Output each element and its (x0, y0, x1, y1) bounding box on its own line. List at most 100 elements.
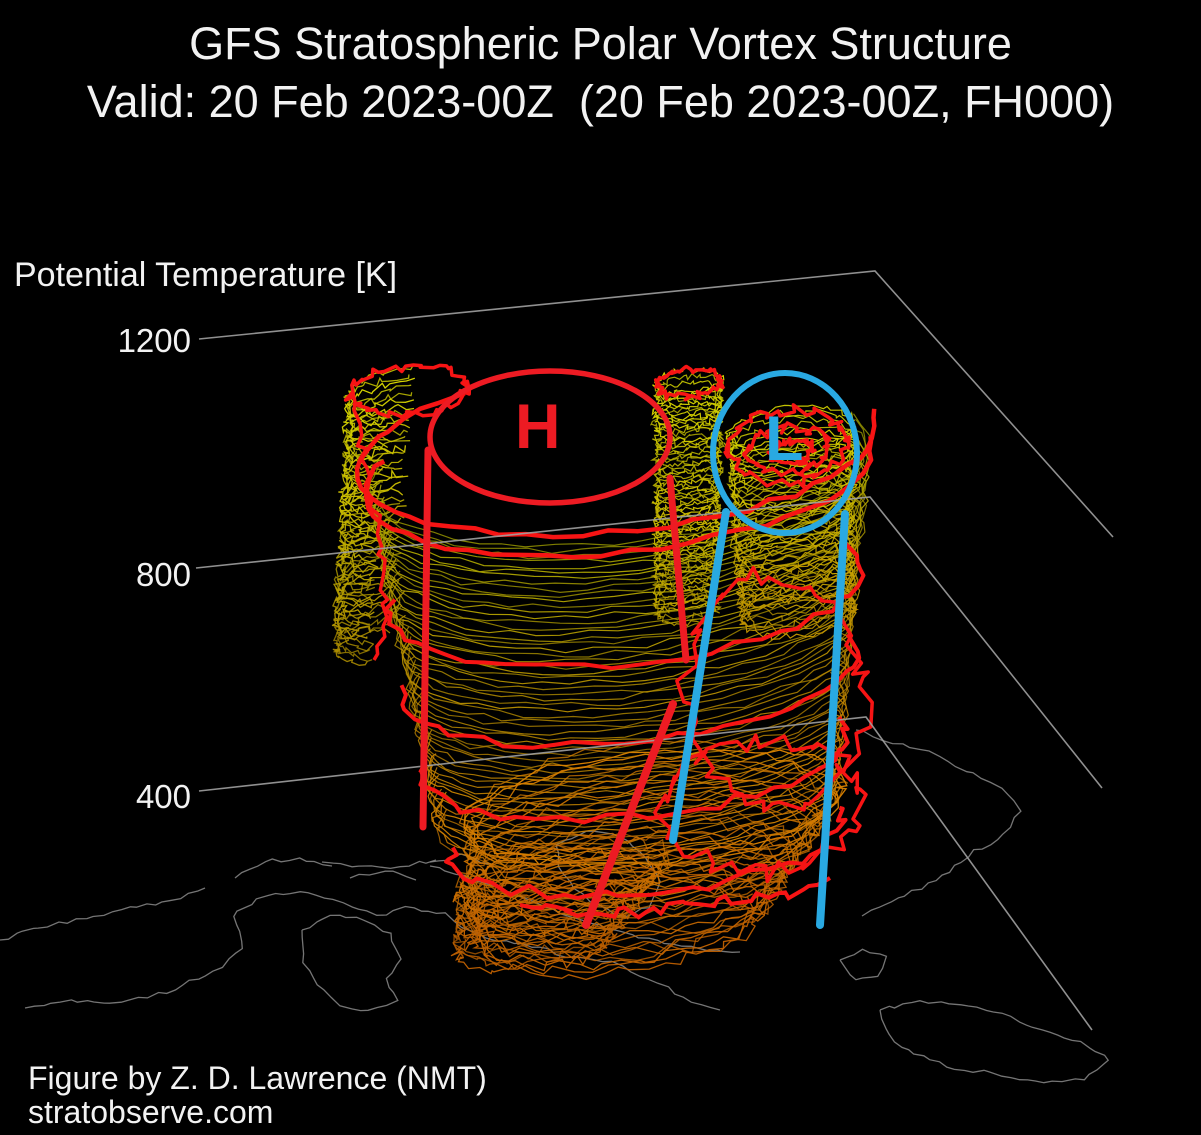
high-pressure-circle (427, 368, 673, 506)
wire-ring-mid-pillar (654, 478, 723, 509)
red-contour-barrel-ring-1 (382, 541, 866, 671)
wire-ring-mid-pillar (652, 531, 721, 562)
wire-ring-left-band (332, 580, 391, 620)
trend-blue-line-left (669, 508, 730, 844)
wire-ring-left-band (333, 623, 396, 662)
coastline-europe-south (879, 1000, 1110, 1084)
wire-ring-right-pillar (736, 557, 856, 604)
wire-ring-left-band (338, 487, 404, 533)
attribution-author: Figure by Z. D. Lawrence (NMT) (28, 1060, 487, 1096)
wire-ring-left-band (332, 615, 397, 655)
wire-ring-right-pillar (724, 404, 857, 453)
wire-ring-mid-pillar (651, 394, 724, 423)
low-pressure-label: L (765, 404, 804, 474)
red-contour-right-mid-blob (653, 733, 868, 884)
wire-ring-mid-pillar (652, 505, 721, 535)
wire-ring-bottom-flare (464, 761, 832, 880)
wire-ring-left-band (336, 574, 396, 617)
wire-ring-right-pillar (737, 576, 858, 622)
z-axis-label: Potential Temperature [K] (14, 256, 398, 294)
wire-ring-mid-pillar (654, 426, 725, 457)
red-contour-right-pillar-blob-1 (723, 403, 851, 489)
wire-ring-left-band (340, 496, 405, 540)
wire-ring-mid-pillar (652, 464, 720, 496)
wire-ring-right-pillar (734, 526, 856, 574)
tick-label-1200: 1200 (117, 322, 191, 359)
trend-red-line-left (419, 446, 432, 831)
wire-ring-main-barrel (375, 461, 867, 594)
wire-ring-mid-pillar (651, 563, 721, 594)
wire-ring-mid-pillar (652, 419, 723, 450)
wire-ring-south-tail (450, 920, 608, 975)
red-contour-left-band-edge (352, 404, 390, 661)
chart-subtitle: Valid: 20 Feb 2023-00Z (20 Feb 2023-00Z,… (86, 76, 1115, 127)
wire-ring-right-pillar (733, 534, 856, 581)
wire-ring-mid-pillar (652, 536, 719, 568)
wire-ring-mid-pillar (653, 412, 724, 443)
tick-label-400: 400 (135, 778, 191, 815)
wire-ring-main-barrel (390, 542, 860, 663)
wire-ring-mid-pillar (653, 372, 726, 403)
wire-ring-left-band (344, 416, 409, 461)
wire-ring-main-barrel (380, 478, 869, 603)
coastline-arctic-islands-2 (349, 870, 417, 881)
wire-ring-right-pillar (731, 496, 856, 545)
wire-ring-main-barrel (409, 616, 851, 728)
coastline-hudson-bay (301, 914, 402, 1012)
low-pressure-circle (710, 370, 860, 536)
trend-red-line-mid (666, 474, 690, 664)
wire-ring-mid-pillar (649, 406, 723, 438)
wire-ring-main-barrel (400, 588, 856, 702)
annotation-layer (419, 368, 860, 929)
wire-ring-south-tail (452, 854, 656, 922)
gridline-1200 (198, 270, 1114, 538)
wire-ring-main-barrel (383, 511, 859, 637)
wire-ring-mid-pillar (653, 550, 720, 581)
wire-ring-left-band (338, 481, 401, 527)
wire-ring-right-pillar (739, 589, 858, 636)
gridline-800 (195, 496, 1103, 789)
wire-ring-south-tail (458, 845, 663, 915)
coastline-siberia-left (0, 887, 206, 941)
wire-ring-mid-pillar (650, 557, 719, 588)
wire-ring-bottom-flare (463, 786, 823, 899)
wire-ring-right-pillar (736, 582, 856, 628)
coastline-arctic-islands-1 (234, 857, 333, 879)
red-contour-mid-pillar-top (653, 364, 725, 402)
wire-ring-left-band (334, 567, 395, 609)
wire-ring-main-barrel (388, 535, 858, 658)
red-contour-right-pillar-blob-2 (742, 421, 832, 478)
wire-ring-right-pillar (733, 521, 854, 567)
wire-ring-left-band (331, 598, 390, 639)
wire-ring-right-pillar (735, 545, 856, 594)
trend-blue-line-right (816, 510, 849, 929)
wire-ring-left-band (335, 544, 399, 585)
attribution: Figure by Z. D. Lawrence (NMT) stratobse… (28, 1060, 487, 1130)
tick-label-800: 800 (135, 556, 191, 593)
wire-ring-south-tail (453, 867, 648, 933)
wire-ring-mid-pillar (652, 591, 720, 621)
wire-ring-mid-pillar (653, 379, 724, 410)
wire-ring-main-barrel (407, 632, 853, 741)
wire-ring-left-band (334, 592, 393, 633)
high-pressure-label: H (515, 392, 561, 462)
wire-ring-left-band (333, 555, 399, 599)
wire-ring-left-band (335, 536, 400, 581)
chart-title: GFS Stratospheric Polar Vortex Structure (189, 18, 1012, 69)
wire-ring-right-pillar (733, 538, 858, 587)
coastline-scandinavia (855, 729, 1022, 917)
coastline-uk-isles (839, 948, 888, 981)
wire-ring-south-tail (452, 901, 622, 956)
wire-ring-main-barrel (408, 641, 848, 750)
red-contour-right-pillar-blob-3 (766, 436, 817, 467)
wire-ring-bottom-flare (471, 868, 768, 971)
wire-ring-left-band (335, 530, 402, 573)
wire-ring-main-barrel (399, 566, 861, 685)
wire-ring-right-pillar (728, 446, 852, 496)
wire-ring-south-tail (452, 914, 618, 970)
wire-ring-bottom-flare (463, 765, 830, 885)
trend-red-line-diag (582, 700, 677, 929)
wire-ring-mid-pillar (653, 544, 720, 574)
wire-ring-left-band (335, 609, 397, 652)
